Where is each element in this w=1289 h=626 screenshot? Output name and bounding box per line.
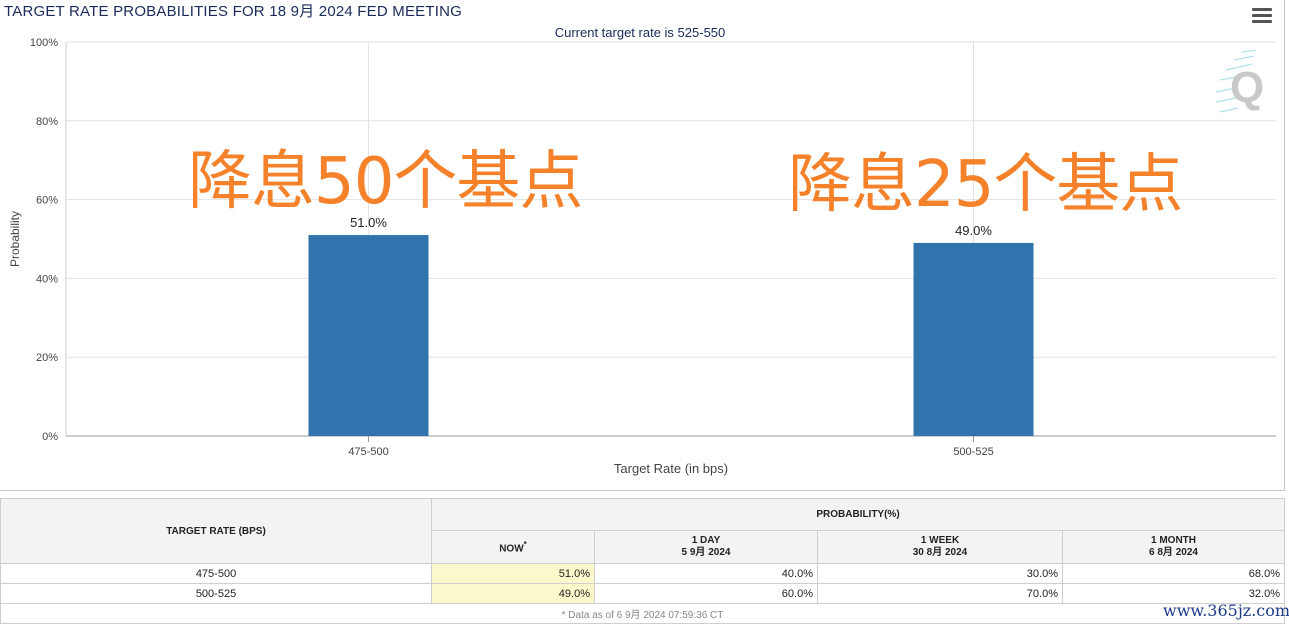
annotation-right: 降息25个基点 <box>788 148 1183 222</box>
q-logo-icon: Q <box>1215 50 1264 113</box>
table-row: 475-500 51.0% 40.0% 30.0% 68.0% <box>0 563 1285 584</box>
col-now-header: NOW* <box>431 530 595 564</box>
chart-panel: TARGET RATE PROBABILITIES FOR 18 9月 2024… <box>0 0 1285 491</box>
col-1day-header: 1 DAY 5 9月 2024 <box>594 530 818 564</box>
rate-header: TARGET RATE (BPS) <box>0 498 432 564</box>
y-tick-label: 0% <box>42 431 58 443</box>
row-rate: 500-525 <box>0 583 432 604</box>
bar <box>308 235 429 436</box>
y-tick-label: 40% <box>36 273 58 285</box>
data-label: 49.0% <box>955 223 992 238</box>
site-watermark: www.365jz.com <box>1163 601 1289 620</box>
cell-1week: 70.0% <box>817 583 1063 604</box>
bar-chart: 0% 20% 40% 60% 80% 100% 51.0% 475-500 49.0% 500-5… <box>8 37 1276 476</box>
col-1week-header: 1 WEEK 30 8月 2024 <box>817 530 1063 564</box>
probability-table: TARGET RATE (BPS) PROBABILITY(%) NOW* 1 … <box>0 498 1285 624</box>
cell-1day: 40.0% <box>594 563 818 584</box>
y-tick-label: 100% <box>30 37 58 49</box>
chart-subtitle: Current target rate is 525-550 <box>554 25 726 40</box>
cell-now: 51.0% <box>431 563 595 584</box>
cell-now: 49.0% <box>431 583 595 604</box>
probability-header: PROBABILITY(%) <box>431 498 1285 531</box>
cell-1week: 30.0% <box>817 563 1063 584</box>
row-rate: 475-500 <box>0 563 432 584</box>
y-tick-label: 20% <box>36 352 58 364</box>
table-footnote: * Data as of 6 9月 2024 07:59:36 CT <box>0 603 1285 624</box>
y-axis-title: Probability <box>8 211 22 267</box>
hamburger-menu-icon[interactable] <box>1252 8 1272 24</box>
cell-1month: 68.0% <box>1062 563 1285 584</box>
y-tick-label: 60% <box>36 195 58 207</box>
svg-text:Q: Q <box>1230 63 1264 112</box>
x-axis-title: Target Rate (in bps) <box>614 461 728 476</box>
y-tick-label: 80% <box>36 116 58 128</box>
cell-1day: 60.0% <box>594 583 818 604</box>
x-tick-label: 475-500 <box>348 446 388 458</box>
chart-title: TARGET RATE PROBABILITIES FOR 18 9月 2024… <box>4 3 463 20</box>
table-row: 500-525 49.0% 60.0% 70.0% 32.0% <box>0 583 1285 604</box>
cell-1month: 32.0% <box>1062 583 1285 604</box>
bar <box>913 242 1034 436</box>
x-tick-label: 500-525 <box>953 446 993 458</box>
annotation-left: 降息50个基点 <box>188 145 583 219</box>
col-1month-header: 1 MONTH 6 8月 2024 <box>1062 530 1285 564</box>
data-label: 51.0% <box>350 215 387 230</box>
